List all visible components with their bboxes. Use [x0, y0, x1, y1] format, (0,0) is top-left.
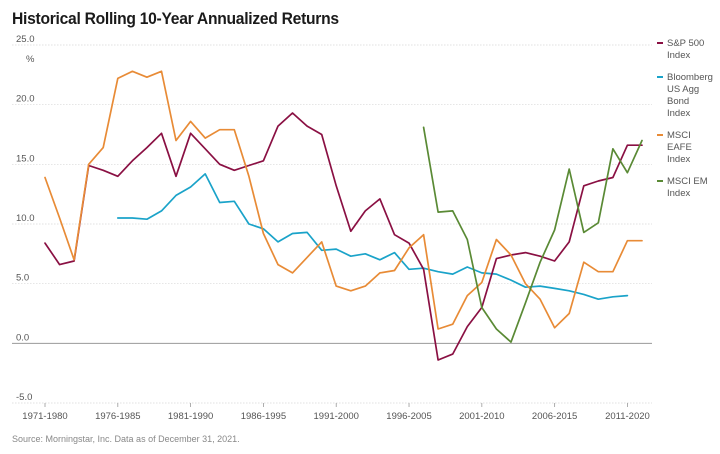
x-axis: 1971-1980 1976-1985 1981-1990 1986-1995 1991… — [22, 403, 650, 422]
y-axis-unit: % — [26, 54, 35, 65]
legend-label: EAFE — [667, 142, 692, 153]
legend-label: MSCI EM — [667, 176, 708, 187]
y-tick-label: 0.0 — [16, 332, 29, 343]
x-tick-label: 1976-1985 — [95, 411, 140, 422]
x-tick-label: 1991-2000 — [314, 411, 359, 422]
y-tick-label: 15.0 — [16, 153, 35, 164]
chart-title: Historical Rolling 10-Year Annualized Re… — [12, 9, 339, 28]
x-tick-label: 2006-2015 — [532, 411, 577, 422]
y-axis: 25.0 20.0 15.0 10.0 5.0 0.0 -5.0 — [16, 34, 35, 403]
legend-label: Index — [667, 154, 690, 165]
y-tick-label: 20.0 — [16, 94, 35, 105]
y-tick-label: 25.0 — [16, 34, 35, 45]
x-tick-label: 1981-1990 — [168, 411, 213, 422]
y-tick-label: -5.0 — [16, 392, 32, 403]
y-tick-label: 10.0 — [16, 213, 35, 224]
series-line-msci-eafe-index — [44, 70, 643, 330]
x-tick-label: 2011-2020 — [605, 411, 650, 422]
gridlines — [12, 44, 652, 404]
x-tick-label: 1996-2005 — [386, 411, 431, 422]
series-line-bloomberg-us-agg-bond-index — [116, 173, 629, 301]
legend-label: Bloomberg — [667, 72, 713, 83]
legend-label: Bond — [667, 96, 689, 107]
y-tick-label: 5.0 — [16, 273, 29, 284]
legend-label: S&P 500 — [667, 38, 704, 49]
x-tick-label: 2001-2010 — [459, 411, 504, 422]
x-tick-label: 1971-1980 — [22, 411, 67, 422]
x-tick-label: 1986-1995 — [241, 411, 286, 422]
legend-label: Index — [667, 50, 690, 61]
series-line-msci-em-index — [422, 126, 643, 343]
series-lines — [44, 70, 643, 361]
legend-label: MSCI — [667, 130, 691, 141]
source-note: Source: Morningstar, Inc. Data as of Dec… — [12, 434, 240, 444]
legend-label: Index — [667, 188, 690, 199]
legend-label: Index — [667, 108, 690, 119]
legend-label: US Agg — [667, 84, 699, 95]
